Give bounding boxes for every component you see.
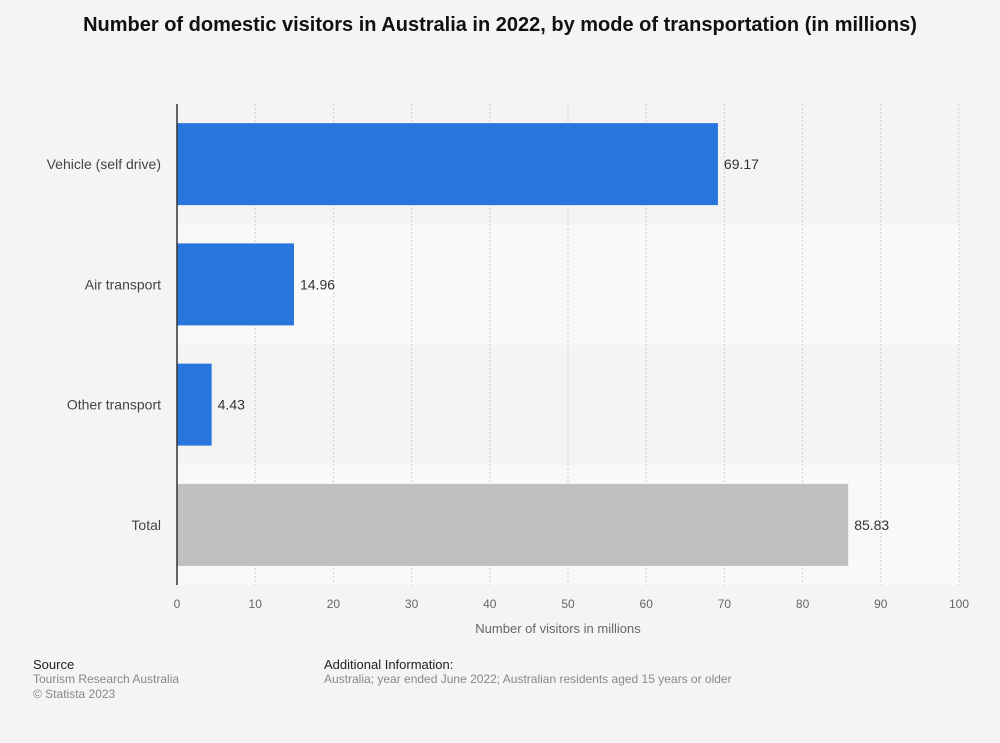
category-label: Air transport bbox=[85, 276, 161, 292]
x-tick-label: 0 bbox=[174, 597, 181, 611]
x-tick-label: 30 bbox=[405, 597, 419, 611]
value-labels: 69.17 14.96 4.43 85.83 bbox=[218, 156, 890, 533]
value-label: 85.83 bbox=[854, 517, 889, 533]
x-tick-label: 40 bbox=[483, 597, 497, 611]
additional-info-heading: Additional Information: bbox=[324, 657, 454, 672]
bar-total[interactable] bbox=[177, 483, 849, 566]
copyright-text: © Statista 2023 bbox=[33, 687, 116, 701]
x-tick-label: 20 bbox=[327, 597, 341, 611]
x-tick-label: 80 bbox=[796, 597, 810, 611]
value-label: 69.17 bbox=[724, 156, 759, 172]
x-axis-title: Number of visitors in millions bbox=[475, 621, 641, 636]
category-labels: Vehicle (self drive) Air transport Other t… bbox=[47, 156, 161, 533]
source-block: Source Tourism Research Australia © Stat… bbox=[33, 657, 179, 702]
chart-title: Number of domestic visitors in Australia… bbox=[83, 14, 917, 36]
x-tick-label: 50 bbox=[561, 597, 575, 611]
source-text[interactable]: Tourism Research Australia bbox=[33, 672, 180, 686]
x-tick-label: 70 bbox=[718, 597, 732, 611]
additional-info-text: Australia; year ended June 2022; Austral… bbox=[324, 672, 732, 686]
source-heading: Source bbox=[33, 657, 75, 672]
x-axis-ticks: 0 10 20 30 40 50 60 70 80 90 100 bbox=[174, 597, 970, 611]
x-tick-label: 90 bbox=[874, 597, 888, 611]
bar-vehicle-self-drive[interactable] bbox=[177, 123, 718, 206]
category-label: Other transport bbox=[67, 397, 161, 413]
x-tick-label: 10 bbox=[249, 597, 263, 611]
additional-info-block: Additional Information: Australia; year … bbox=[324, 657, 732, 687]
bar-air-transport[interactable] bbox=[177, 243, 294, 326]
x-tick-label: 100 bbox=[949, 597, 969, 611]
category-label: Total bbox=[131, 517, 161, 533]
x-tick-label: 60 bbox=[640, 597, 654, 611]
bars bbox=[177, 123, 849, 566]
bar-other-transport[interactable] bbox=[177, 363, 212, 446]
category-label: Vehicle (self drive) bbox=[47, 156, 161, 172]
value-label: 14.96 bbox=[300, 276, 335, 292]
value-label: 4.43 bbox=[218, 397, 245, 413]
